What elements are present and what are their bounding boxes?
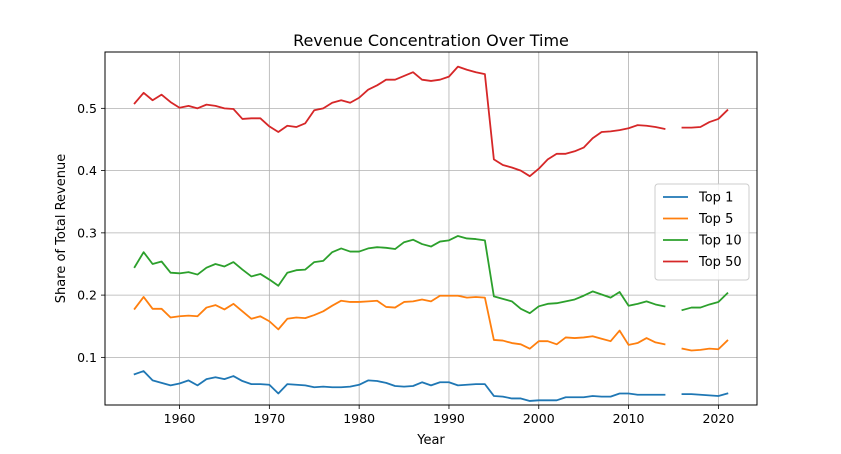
y-axis-ticks: 0.1 0.2 0.3 0.4 0.5: [77, 101, 105, 365]
y-tick-label: 0.2: [77, 288, 97, 303]
chart-title: Revenue Concentration Over Time: [293, 31, 569, 50]
grid: [105, 52, 757, 405]
x-tick-label: 2000: [523, 411, 555, 426]
series-line-top-10: [133, 235, 729, 315]
legend-label-top-5: Top 5: [698, 212, 733, 227]
legend-box: [654, 183, 750, 281]
y-axis-label: Share of Total Revenue: [54, 154, 69, 303]
series-line-top-5: [133, 294, 729, 352]
x-tick-label: 1980: [343, 411, 375, 426]
x-tick-label: 2020: [702, 411, 734, 426]
y-tick-label: 0.4: [77, 163, 97, 178]
x-tick-label: 2010: [613, 411, 645, 426]
x-tick-label: 1990: [433, 411, 465, 426]
y-tick-label: 0.1: [77, 350, 97, 365]
x-tick-label: 1960: [164, 411, 196, 426]
legend: Top 1 Top 5 Top 10 Top 50: [654, 183, 750, 281]
series-line-top-50: [133, 65, 729, 178]
legend-label-top-10: Top 10: [698, 234, 742, 249]
x-axis-ticks: 1960 1970 1980 1990 2000 2010 2020: [164, 405, 734, 426]
plot-frame: [104, 51, 758, 406]
series-line-top-1: [133, 370, 729, 402]
series-lines: [133, 65, 729, 402]
x-tick-label: 1970: [253, 411, 285, 426]
y-tick-label: 0.5: [77, 101, 97, 116]
legend-label-top-50: Top 50: [698, 255, 742, 270]
x-axis-label: Year: [416, 433, 445, 448]
legend-label-top-1: Top 1: [698, 191, 733, 206]
y-tick-label: 0.3: [77, 225, 97, 240]
